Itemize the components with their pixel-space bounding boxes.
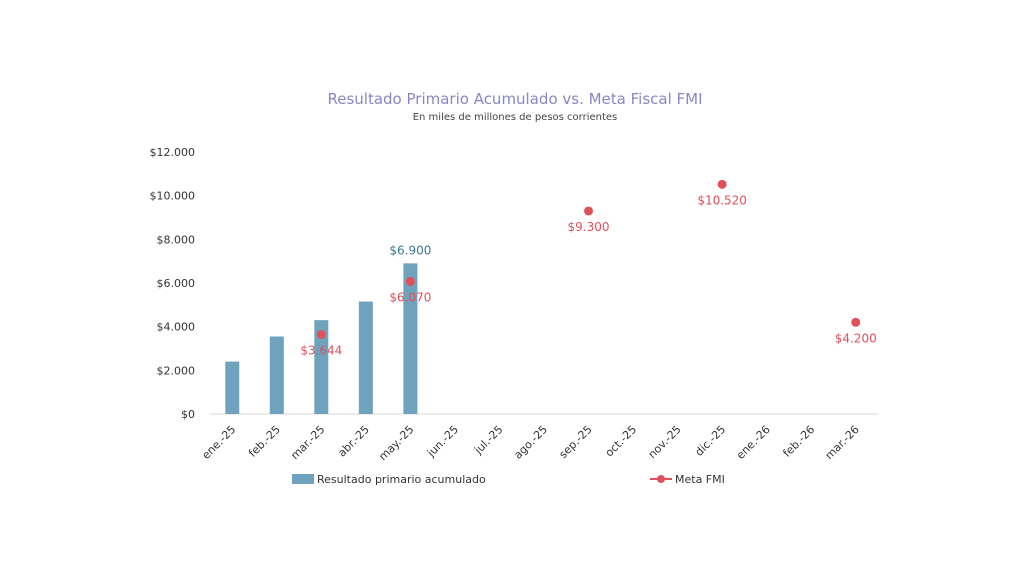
x-tick-label: abr.-25	[335, 423, 372, 460]
legend-swatch-meta-point	[657, 475, 665, 483]
meta-point	[316, 329, 326, 339]
meta-data-label: $10.520	[697, 193, 747, 207]
x-tick-label: mar.-25	[288, 423, 327, 462]
meta-point	[405, 276, 415, 286]
bar	[269, 336, 284, 414]
x-tick-label: mar.-26	[823, 423, 862, 462]
x-tick-label: ene.-25	[200, 423, 239, 462]
bar	[314, 320, 329, 414]
x-tick-label: ago.-25	[511, 423, 550, 462]
bar-data-label: $6.900	[389, 243, 431, 257]
y-tick-label: $2.000	[157, 364, 196, 377]
meta-point	[851, 317, 861, 327]
y-tick-label: $12.000	[150, 146, 196, 159]
bar	[225, 361, 240, 414]
y-tick-label: $10.000	[150, 190, 196, 203]
x-tick-label: ene.-26	[734, 423, 773, 462]
legend: Resultado primario acumulado Meta FMI	[292, 473, 725, 486]
legend-label-meta: Meta FMI	[675, 473, 725, 486]
meta-data-label: $6.070	[389, 290, 431, 304]
meta-data-label: $9.300	[568, 220, 610, 234]
legend-label-bar: Resultado primario acumulado	[317, 473, 486, 486]
x-tick-label: feb.-25	[246, 423, 283, 460]
chart-subtitle: En miles de millones de pesos corrientes	[413, 112, 618, 123]
x-tick-label: jun.-25	[424, 423, 461, 460]
y-tick-label: $4.000	[157, 321, 196, 334]
meta-data-label: $3.644	[300, 343, 342, 357]
y-tick-label: $8.000	[157, 233, 196, 246]
x-tick-label: nov.-25	[646, 423, 684, 461]
plot-area: $0 $2.000 $4.000 $6.000 $8.000 $10.000 $12.000…	[150, 146, 878, 463]
legend-swatch-bar	[292, 474, 314, 484]
x-tick-label: sep.-25	[557, 423, 595, 461]
x-tick-label: dic.-25	[693, 423, 729, 459]
meta-point	[584, 206, 594, 216]
bar	[358, 301, 373, 414]
meta-data-label: $4.200	[835, 331, 877, 345]
bar	[403, 263, 418, 414]
x-tick-label: may.-25	[376, 423, 416, 463]
meta-point	[717, 179, 727, 189]
chart-title: Resultado Primario Acumulado vs. Meta Fi…	[327, 90, 702, 108]
x-tick-label: jul.-25	[471, 423, 505, 457]
x-tick-label: oct.-25	[603, 423, 639, 459]
y-tick-label: $0	[181, 408, 195, 421]
y-tick-label: $6.000	[157, 277, 196, 290]
x-tick-label: feb.-26	[780, 423, 817, 460]
